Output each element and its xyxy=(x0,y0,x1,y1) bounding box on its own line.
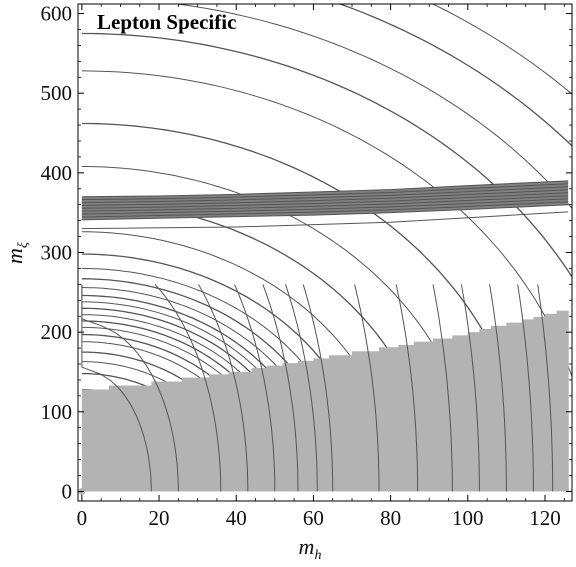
band-stripe-7 xyxy=(81,183,569,201)
contour-intercept-1 xyxy=(81,284,179,492)
y-tick-label-1: 100 xyxy=(41,400,73,424)
contour-intercept-10 xyxy=(432,284,453,492)
excluded-step-7 xyxy=(267,365,284,492)
contour-line-25 xyxy=(431,4,572,95)
excluded-step-3 xyxy=(182,377,210,492)
excluded-step-6 xyxy=(251,367,268,492)
excluded-step-14 xyxy=(398,344,415,492)
x-tick-label-4: 80 xyxy=(380,506,401,530)
contour-intercept-9 xyxy=(395,284,419,492)
x-tick-label-0: 0 xyxy=(77,506,88,530)
chart-title: Lepton Specific xyxy=(97,10,236,34)
y-tick-label-2: 200 xyxy=(41,320,73,344)
band-stripe-2 xyxy=(81,198,569,215)
contour-intercept-13 xyxy=(517,284,534,492)
contour-intercept-8 xyxy=(354,284,380,492)
excluded-region-group xyxy=(78,310,569,495)
y-axis-label: mξ xyxy=(2,242,31,264)
band-stripe-1 xyxy=(81,201,569,218)
x-tick-label-5: 100 xyxy=(452,506,484,530)
excluded-step-18 xyxy=(467,332,480,492)
contour-line-23 xyxy=(173,4,572,210)
contour-intercept-4 xyxy=(234,284,276,492)
y-tick-label-5: 500 xyxy=(41,81,73,105)
contour-intercept-11 xyxy=(460,284,480,492)
excluded-step-24 xyxy=(544,313,558,492)
y-tick-label-4: 400 xyxy=(41,161,73,185)
excluded-step-4 xyxy=(209,374,230,492)
contour-intercept-7 xyxy=(302,284,334,492)
band-lower-edge xyxy=(81,211,569,230)
contour-intercepts-group xyxy=(81,284,554,492)
band-stripe-4 xyxy=(81,192,569,209)
y-tick-label-0: 0 xyxy=(62,479,73,503)
excluded-step-22 xyxy=(521,319,535,492)
excluded-step-19 xyxy=(479,328,492,492)
plot-frame xyxy=(77,3,573,502)
excluded-step-5 xyxy=(228,371,253,492)
x-tick-label-6: 120 xyxy=(529,506,561,530)
x-tick-label-3: 60 xyxy=(303,506,324,530)
excluded-step-15 xyxy=(413,341,434,492)
contour-intercept-3 xyxy=(198,284,249,492)
x-tick-label-1: 20 xyxy=(149,506,170,530)
contour-intercept-2 xyxy=(154,284,222,492)
y-tick-label-6: 600 xyxy=(41,2,73,26)
excluded-step-16 xyxy=(433,338,453,492)
y-tick-label-3: 300 xyxy=(41,241,73,265)
band-stripe-6 xyxy=(81,186,569,204)
band-stripe-3 xyxy=(81,195,569,212)
contour-intercept-12 xyxy=(489,284,507,492)
excluded-step-21 xyxy=(506,322,523,492)
x-tick-label-2: 40 xyxy=(226,506,247,530)
excluded-step-17 xyxy=(452,335,469,492)
contour-line-24 xyxy=(338,4,572,147)
contour-intercept-6 xyxy=(285,284,318,492)
excluded-step-11 xyxy=(328,355,353,492)
contour-line-22 xyxy=(81,32,572,279)
excluded-step-8 xyxy=(282,363,299,492)
band-stripe-5 xyxy=(81,189,569,206)
excluded-step-13 xyxy=(379,347,399,492)
excluded-step-20 xyxy=(490,325,507,492)
excluded-step-1 xyxy=(108,385,152,492)
excluded-step-23 xyxy=(533,317,546,492)
excluded-step-0 xyxy=(81,389,110,492)
band-group xyxy=(81,180,569,230)
excluded-step-9 xyxy=(297,360,315,492)
excluded-step-12 xyxy=(352,351,380,492)
x-axis-label: mh xyxy=(299,534,322,563)
tick-labels-group: 0 20 40 60 80 100 120 0 100 200 300 400 500 600 xyxy=(41,2,561,530)
band-stripe-8 xyxy=(81,180,569,198)
excluded-step-25 xyxy=(556,310,569,492)
band-stripe-0 xyxy=(81,204,569,221)
contour-intercept-5 xyxy=(262,284,299,492)
excluded-step-10 xyxy=(313,358,330,492)
contour-intercept-14 xyxy=(537,284,554,492)
